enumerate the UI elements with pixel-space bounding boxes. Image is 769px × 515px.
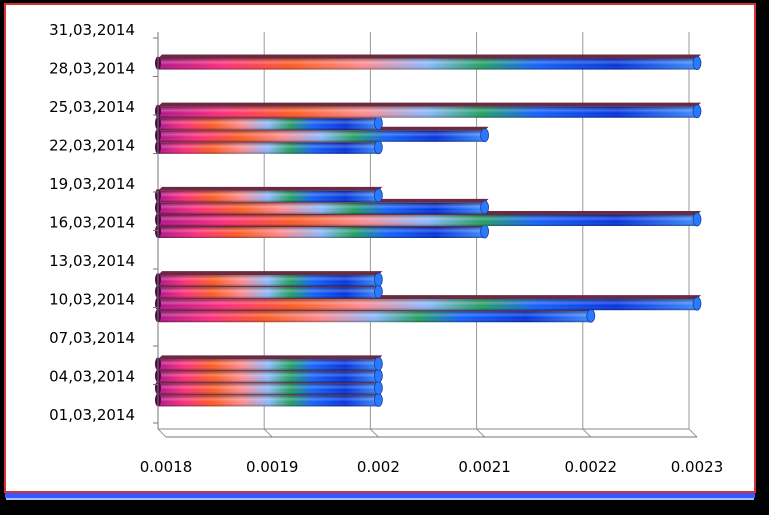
bar-end-cap (373, 356, 383, 371)
y-tick-label: 10,03,2014 (49, 291, 135, 309)
y-tick-label: 07,03,2014 (49, 329, 135, 347)
gridline-foot (688, 428, 698, 438)
bar-end-cap (373, 368, 383, 383)
bar-top-face (158, 54, 701, 59)
bar-end-cap (692, 56, 702, 70)
bar-shade (158, 142, 379, 154)
x-tick-label: 0.0023 (671, 458, 724, 476)
bar-end-cap (586, 308, 596, 323)
bar-shade (158, 299, 697, 311)
bar (155, 102, 702, 119)
bar-shade (158, 118, 379, 130)
y-tick-label: 19,03,2014 (49, 175, 135, 193)
bar-shade (158, 359, 379, 371)
gridline-foot (582, 428, 592, 438)
y-tick-label: 16,03,2014 (49, 214, 135, 232)
bar-top-face (158, 102, 701, 107)
bar-layer (155, 54, 702, 407)
bar-end-cap (480, 200, 490, 215)
bar-end-cap (373, 284, 383, 299)
x-tick-label: 0.0018 (140, 458, 193, 476)
x-tick-label: 0.0019 (246, 458, 299, 476)
bar-top-face (158, 186, 383, 191)
bar-shade (158, 130, 485, 142)
y-tick-label: 13,03,2014 (49, 252, 135, 270)
bar-shade (158, 214, 697, 226)
y-tick-label: 28,03,2014 (49, 60, 135, 78)
x-tick-label: 0.0022 (565, 458, 618, 476)
bar-end-cap (692, 296, 702, 311)
gridline-foot (157, 428, 167, 438)
bar-end-cap (692, 212, 702, 227)
bar-shade (158, 383, 379, 395)
bar-top-face (158, 271, 383, 276)
gridline-foot (263, 428, 273, 438)
bar-shade (158, 202, 485, 214)
bar-end-cap (373, 393, 383, 407)
y-tick-label: 01,03,2014 (49, 406, 135, 424)
gridline-foot (370, 428, 379, 438)
bar-shade (158, 226, 485, 238)
bar-shade (158, 106, 697, 118)
bar-end-cap (480, 128, 490, 143)
bar-shade (158, 287, 379, 299)
bar-shade (158, 190, 379, 202)
bar-shade (158, 395, 379, 407)
bar-shade (158, 58, 697, 70)
gridline-foot (476, 428, 485, 438)
axis-layer: 01,03,2014 04,03,2014 07,03,2014 10,03,2014… (49, 21, 723, 476)
bar (155, 186, 383, 203)
x-tick-label: 0.0021 (458, 458, 511, 476)
bar-end-cap (373, 116, 383, 131)
bar-shade (158, 371, 379, 383)
bar-shade (158, 311, 591, 323)
chart-panel (4, 3, 756, 493)
bar (155, 355, 383, 371)
bar-shade (158, 275, 379, 287)
bar-end-cap (373, 140, 383, 155)
x-tick-label: 0.002 (357, 458, 400, 476)
y-tick-label: 31,03,2014 (49, 21, 135, 39)
bar-end-cap (480, 224, 490, 239)
bar-end-cap (373, 272, 383, 287)
y-tick-label: 25,03,2014 (49, 98, 135, 116)
bar-end-cap (373, 188, 383, 203)
y-tick-label: 22,03,2014 (49, 137, 135, 155)
bar-end-cap (692, 104, 702, 119)
bar (155, 271, 383, 287)
y-tick-label: 04,03,2014 (49, 368, 135, 386)
bar (155, 54, 702, 70)
bar-top-face (158, 355, 383, 360)
bar-end-cap (373, 380, 383, 395)
